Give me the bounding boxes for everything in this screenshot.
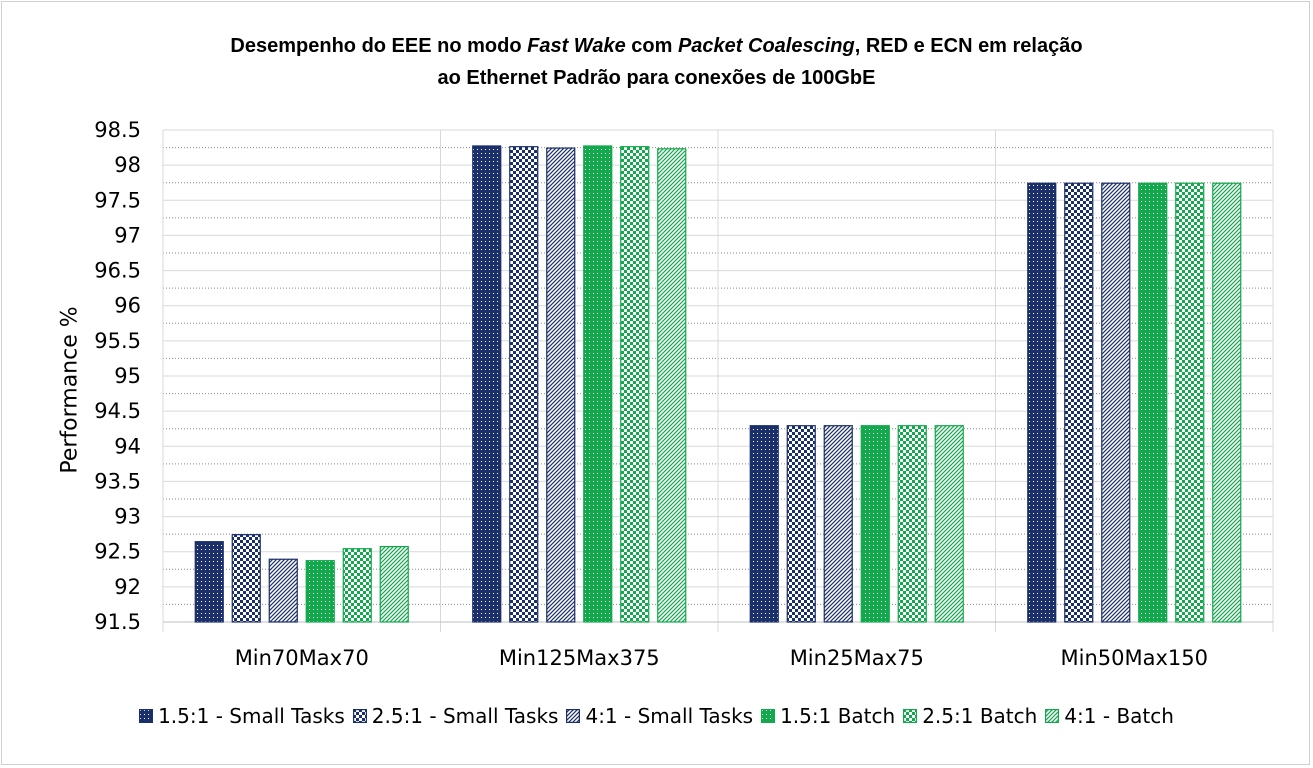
title-line2: ao Ethernet Padrão para conexões de 100G… <box>437 67 876 89</box>
legend-item: 1.5:1 - Small Tasks <box>139 704 345 728</box>
y-tick-label: 98 <box>114 153 141 177</box>
y-tick-label: 96 <box>114 294 141 318</box>
bar <box>1101 182 1131 623</box>
bar <box>860 425 890 623</box>
x-tick-label: Min70Max70 <box>235 646 369 670</box>
legend-label: 1.5:1 Batch <box>780 704 896 728</box>
y-tick-label: 93 <box>114 505 141 529</box>
title-part: Desempenho do EEE no modo <box>230 35 528 57</box>
bar <box>934 425 964 623</box>
legend-label: 2.5:1 Batch <box>922 704 1038 728</box>
bar <box>342 548 372 623</box>
legend-swatch <box>139 709 154 723</box>
bar <box>509 146 539 623</box>
y-tick-label: 98.5 <box>94 118 141 142</box>
legend-swatch <box>1045 709 1060 723</box>
y-tick-label: 96.5 <box>94 259 141 283</box>
y-tick-label: 97.5 <box>94 188 141 212</box>
chart-title: Desempenho do EEE no modo Fast Wake com … <box>0 30 1313 94</box>
bar <box>786 425 816 623</box>
legend-item: 2.5:1 Batch <box>903 704 1037 728</box>
legend-swatch <box>352 709 367 723</box>
bar <box>1212 182 1242 623</box>
bar <box>897 425 927 623</box>
legend: 1.5:1 - Small Tasks 2.5:1 - Small Tasks 4:… <box>0 704 1313 728</box>
legend-item: 4:1 - Batch <box>1045 704 1174 728</box>
y-tick-label: 94.5 <box>94 399 141 423</box>
x-tick-label: Min25Max75 <box>790 646 924 670</box>
x-tick-label: Min50Max150 <box>1061 646 1208 670</box>
legend-swatch <box>566 709 581 723</box>
legend-item: 2.5:1 - Small Tasks <box>352 704 559 728</box>
bar <box>1175 182 1205 623</box>
legend-swatch <box>761 709 776 723</box>
legend-label: 4:1 - Batch <box>1064 704 1174 728</box>
bar <box>1138 182 1168 623</box>
bar <box>231 534 261 623</box>
title-part: com <box>625 35 678 57</box>
y-tick-label: 95 <box>114 364 141 388</box>
bar <box>472 145 502 623</box>
bars <box>194 145 1242 623</box>
title-emphasis-fast-wake: Fast Wake <box>527 35 626 57</box>
bar <box>305 560 335 623</box>
legend-item: 4:1 - Small Tasks <box>566 704 753 728</box>
title-part: , RED e ECN em relação <box>854 35 1083 57</box>
bar <box>546 147 576 623</box>
bar <box>823 425 853 623</box>
bar <box>583 145 613 623</box>
bar <box>268 558 298 623</box>
x-tick-label: Min125Max375 <box>499 646 660 670</box>
title-line1: Desempenho do EEE no modo Fast Wake com … <box>230 35 1082 57</box>
y-tick-label: 95.5 <box>94 329 141 353</box>
category-labels: Min70Max70 Min125Max375 Min25Max75 Min50Max… <box>235 646 1208 670</box>
legend-label: 1.5:1 - Small Tasks <box>158 704 345 728</box>
y-tick-labels: 91.5 92 92.5 93 93.5 94 94.5 95 95.5 96 96.5 97 97.5… <box>94 118 141 634</box>
legend-label: 2.5:1 - Small Tasks <box>371 704 559 728</box>
y-tick-label: 92.5 <box>94 540 141 564</box>
bar <box>657 148 687 623</box>
y-tick-label: 93.5 <box>94 469 141 493</box>
legend-label: 4:1 - Small Tasks <box>585 704 754 728</box>
legend-swatch <box>903 709 918 723</box>
y-tick-label: 92 <box>114 575 141 599</box>
bar <box>1027 182 1057 623</box>
bar <box>194 541 224 623</box>
bar <box>620 146 650 623</box>
bar <box>379 545 409 623</box>
y-tick-label: 94 <box>114 434 141 458</box>
y-tick-label: 97 <box>114 223 141 247</box>
y-tick-label: 91.5 <box>94 610 141 634</box>
legend-item: 1.5:1 Batch <box>761 704 895 728</box>
bar <box>1064 182 1094 623</box>
title-emphasis-packet-coalescing: Packet Coalescing <box>677 35 855 57</box>
bar <box>749 425 779 623</box>
